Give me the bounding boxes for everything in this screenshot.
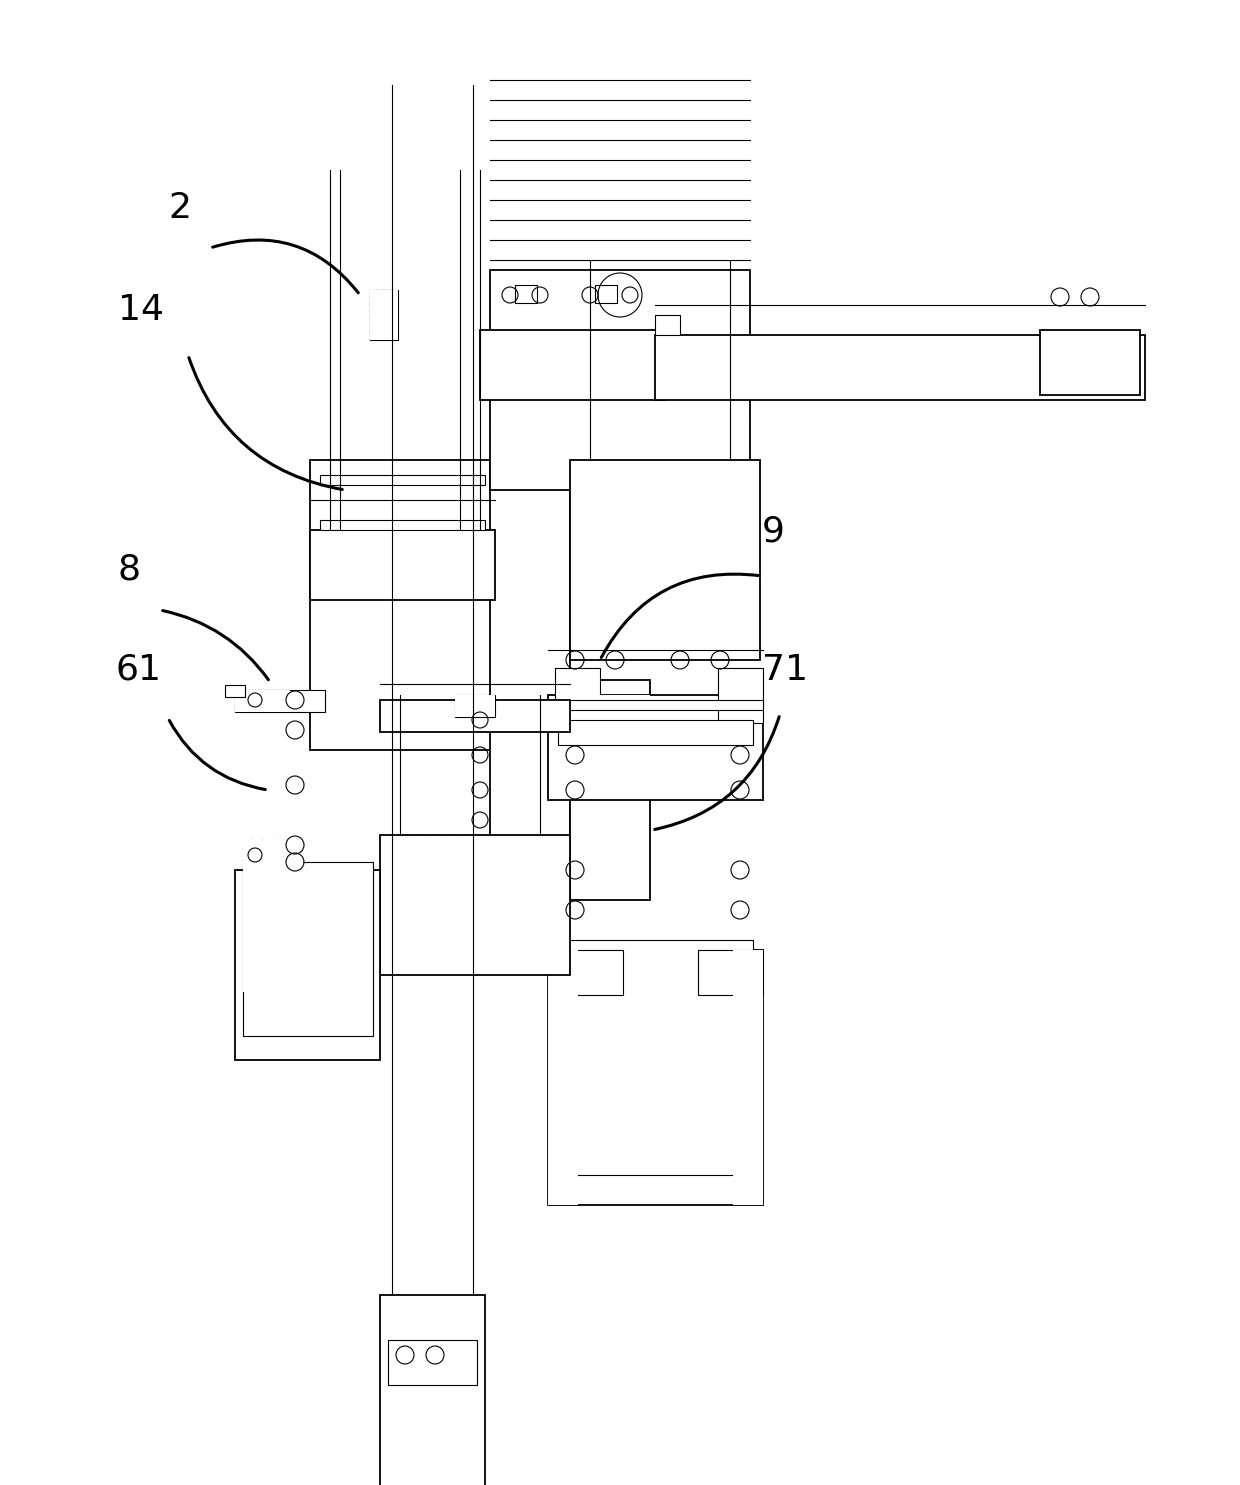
Bar	[236, 691, 325, 711]
Bar	[236, 691, 290, 711]
Bar	[570, 460, 760, 659]
Text: 71: 71	[763, 653, 808, 688]
Bar	[320, 520, 485, 530]
Bar	[310, 530, 495, 600]
Bar	[379, 699, 570, 732]
Bar	[570, 680, 650, 900]
Bar	[698, 950, 763, 995]
Bar	[1040, 330, 1140, 395]
Bar	[558, 940, 753, 1175]
Bar	[224, 685, 246, 696]
Bar	[455, 695, 495, 717]
Bar	[236, 870, 379, 1060]
Bar	[379, 1295, 485, 1485]
Bar	[548, 695, 763, 800]
Bar	[236, 691, 290, 711]
Bar	[310, 460, 495, 750]
Bar	[558, 720, 753, 745]
Bar	[548, 950, 763, 1204]
Bar	[388, 1339, 477, 1386]
Bar	[570, 695, 650, 775]
Bar	[556, 668, 600, 723]
Bar	[320, 475, 485, 486]
Text: 8: 8	[118, 552, 141, 587]
Bar	[548, 699, 763, 710]
Bar	[595, 285, 618, 303]
Bar	[379, 835, 570, 976]
Bar	[480, 330, 665, 399]
Bar	[455, 695, 495, 717]
Bar	[243, 861, 373, 1037]
Bar	[515, 285, 537, 303]
Bar	[243, 841, 303, 992]
Text: 14: 14	[118, 293, 164, 327]
Bar	[370, 290, 398, 340]
Text: 9: 9	[763, 515, 785, 549]
Text: 61: 61	[115, 653, 161, 688]
Bar	[548, 950, 578, 1204]
Bar	[370, 290, 398, 340]
Text: 2: 2	[167, 192, 191, 226]
Bar	[655, 336, 1145, 399]
Bar	[490, 270, 750, 490]
Bar	[718, 668, 763, 723]
Bar	[558, 950, 622, 995]
Bar	[655, 315, 680, 336]
Bar	[733, 950, 763, 1204]
Bar	[490, 460, 570, 849]
